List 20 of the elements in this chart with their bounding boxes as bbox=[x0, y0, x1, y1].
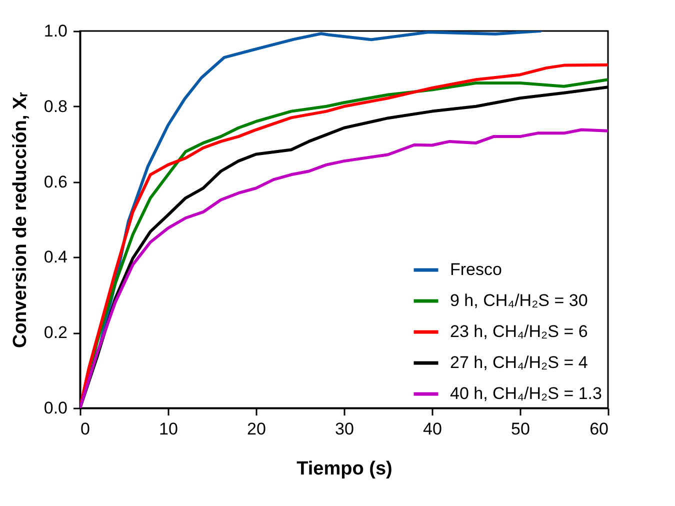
y-axis-title: Conversion de reducción, Xᵣ bbox=[10, 92, 31, 348]
legend-label: 27 h, CH₄/H₂S = 4 bbox=[450, 353, 588, 372]
x-axis-title: Tiempo (s) bbox=[296, 458, 392, 480]
x-tick-label: 10 bbox=[159, 420, 178, 438]
y-tick-label: 1.0 bbox=[44, 22, 68, 40]
legend-label: 40 h, CH₄/H₂S = 1.3 bbox=[450, 384, 602, 403]
x-tick-label: 50 bbox=[511, 420, 530, 438]
y-tick-label: 0.4 bbox=[44, 248, 68, 267]
x-tick-label: 60 bbox=[590, 420, 608, 438]
x-tick-label: 40 bbox=[423, 420, 442, 438]
x-tick-label: 0 bbox=[80, 420, 90, 438]
y-tick-label: 0.6 bbox=[44, 172, 68, 192]
legend-label: Fresco bbox=[450, 260, 502, 279]
x-tick-label: 30 bbox=[335, 420, 354, 438]
legend-label: 23 h, CH₄/H₂S = 6 bbox=[450, 322, 588, 341]
y-tick-label: 0.0 bbox=[44, 398, 68, 418]
x-tick-label: 20 bbox=[247, 420, 266, 438]
legend-label: 9 h, CH₄/H₂S = 30 bbox=[450, 291, 588, 310]
y-tick-label: 0.8 bbox=[44, 96, 68, 116]
y-tick-label: 0.2 bbox=[44, 323, 68, 342]
